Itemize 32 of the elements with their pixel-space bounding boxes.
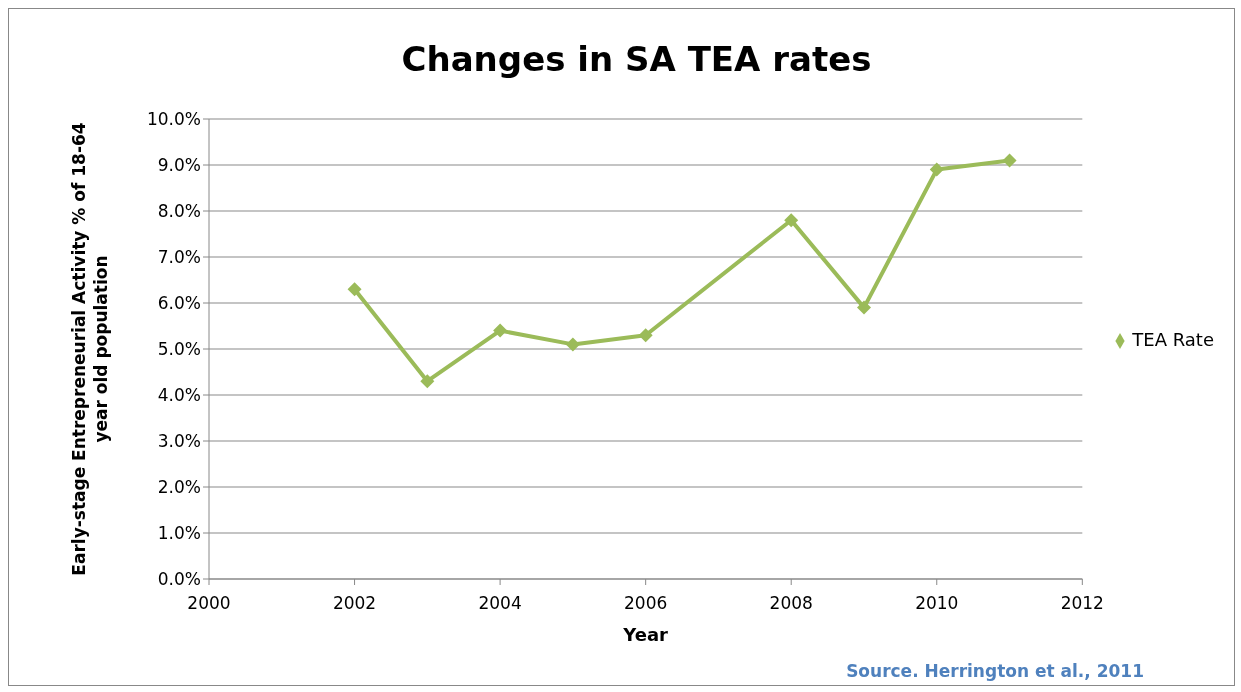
y-tick-label: 9.0% — [157, 155, 201, 176]
point — [856, 300, 871, 315]
x-tick-label: 2002 — [332, 593, 377, 614]
y-tick-label: 1.0% — [157, 523, 201, 544]
x-tick-label: 2006 — [624, 593, 668, 614]
legend-label: TEA Rate — [1132, 328, 1214, 350]
y-tick-label: 7.0% — [157, 247, 201, 268]
point — [565, 337, 580, 352]
x-tick-label: 2000 — [187, 593, 231, 614]
y-tick-label: 5.0% — [157, 339, 201, 360]
y-tick-label: 3.0% — [157, 431, 201, 452]
point — [784, 213, 799, 228]
y-axis-title: Early-stage Entrepreneurial Activity % of 18-64 year old population — [69, 122, 111, 576]
x-tick-label: 2012 — [1060, 593, 1104, 614]
x-tick-label: 2010 — [915, 593, 959, 614]
y-tick-label: 0.0% — [157, 569, 201, 590]
x-axis-title: Year — [622, 624, 669, 645]
point — [1002, 153, 1017, 168]
x-tick-label: 2004 — [478, 593, 522, 614]
x-tick-label: 2008 — [769, 593, 813, 614]
y-tick-label: 10.0% — [146, 109, 201, 130]
point — [493, 323, 508, 338]
source-note: Source. Herrington et al., 2011 — [846, 661, 1144, 681]
point — [638, 328, 653, 343]
point — [347, 282, 362, 297]
y-tick-label: 8.0% — [157, 201, 201, 222]
y-tick-label: 2.0% — [157, 477, 201, 498]
point — [929, 162, 944, 177]
y-tick-label: 4.0% — [157, 385, 201, 406]
y-tick-label: 6.0% — [157, 293, 201, 314]
chart-title: Changes in SA TEA rates — [400, 39, 873, 79]
point — [420, 374, 435, 389]
